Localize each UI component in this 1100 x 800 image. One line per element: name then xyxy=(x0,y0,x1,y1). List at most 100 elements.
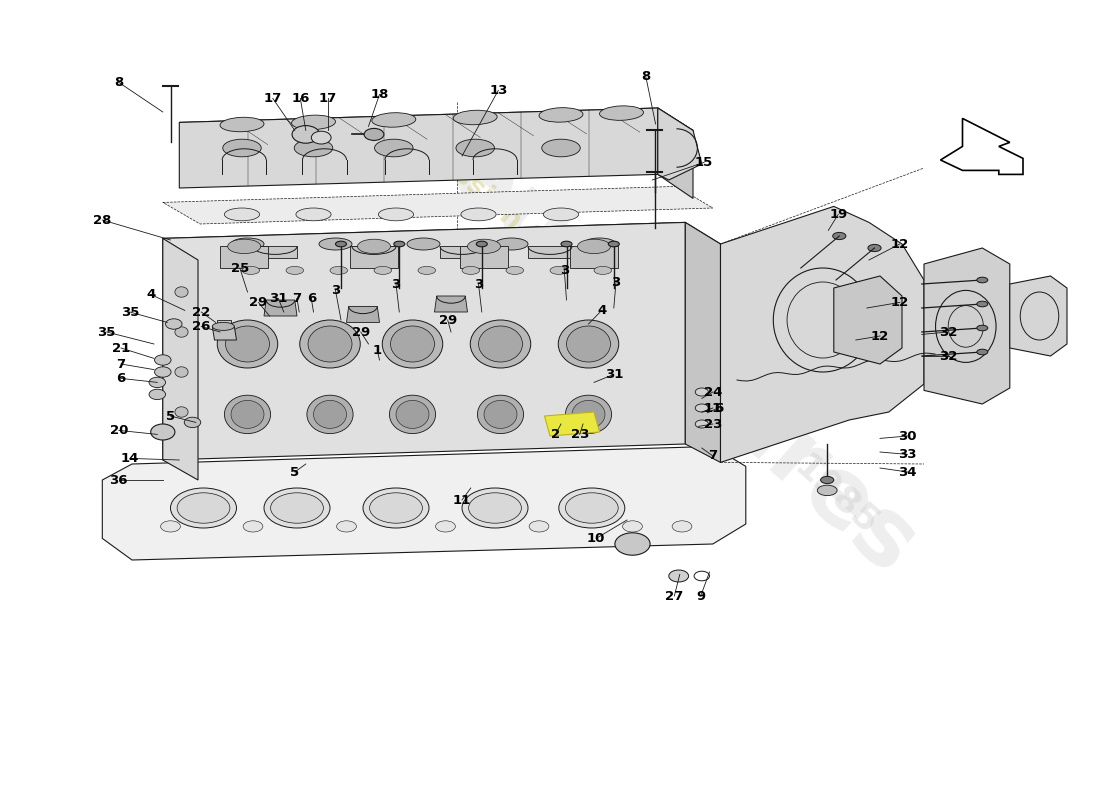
Polygon shape xyxy=(264,300,297,316)
Ellipse shape xyxy=(821,477,834,483)
Ellipse shape xyxy=(311,131,331,144)
Ellipse shape xyxy=(455,139,495,157)
Ellipse shape xyxy=(608,242,619,246)
Ellipse shape xyxy=(374,139,414,157)
Ellipse shape xyxy=(383,320,442,368)
Ellipse shape xyxy=(271,493,323,523)
Polygon shape xyxy=(834,276,902,364)
Polygon shape xyxy=(179,108,693,146)
Ellipse shape xyxy=(218,320,277,368)
Polygon shape xyxy=(528,246,572,258)
Text: 14: 14 xyxy=(121,452,139,465)
Ellipse shape xyxy=(977,349,988,355)
Ellipse shape xyxy=(468,239,500,254)
Text: 12: 12 xyxy=(891,296,909,309)
Text: 20: 20 xyxy=(110,424,128,437)
Ellipse shape xyxy=(154,355,170,365)
Text: 3: 3 xyxy=(392,278,400,290)
Text: 11: 11 xyxy=(704,402,722,414)
Ellipse shape xyxy=(672,521,692,532)
Ellipse shape xyxy=(469,493,521,523)
Text: 8: 8 xyxy=(114,76,123,89)
Text: 32: 32 xyxy=(939,326,957,338)
Text: 1: 1 xyxy=(373,344,382,357)
Text: 23: 23 xyxy=(704,418,722,430)
Text: 10: 10 xyxy=(587,532,605,545)
Ellipse shape xyxy=(623,521,642,532)
Text: 7: 7 xyxy=(708,450,717,462)
Ellipse shape xyxy=(868,245,881,251)
Text: 1985: 1985 xyxy=(788,450,884,542)
Text: 21: 21 xyxy=(112,342,130,354)
Ellipse shape xyxy=(224,395,271,434)
Ellipse shape xyxy=(583,238,616,250)
Ellipse shape xyxy=(565,395,612,434)
Ellipse shape xyxy=(694,571,710,581)
Ellipse shape xyxy=(669,570,689,582)
Ellipse shape xyxy=(374,266,392,274)
Polygon shape xyxy=(253,246,297,258)
Ellipse shape xyxy=(231,238,264,250)
Text: 22: 22 xyxy=(192,306,210,318)
Ellipse shape xyxy=(148,378,165,387)
Polygon shape xyxy=(163,238,198,480)
Text: 13: 13 xyxy=(490,84,507,97)
Ellipse shape xyxy=(476,242,487,246)
Ellipse shape xyxy=(370,493,422,523)
Text: 23: 23 xyxy=(571,428,588,441)
Polygon shape xyxy=(440,246,484,258)
Text: 29: 29 xyxy=(439,314,456,326)
Ellipse shape xyxy=(224,208,260,221)
Text: 26: 26 xyxy=(192,320,210,333)
Ellipse shape xyxy=(477,395,524,434)
Text: 7: 7 xyxy=(117,358,125,370)
Polygon shape xyxy=(346,306,380,322)
Text: 36: 36 xyxy=(110,474,128,486)
Text: 19: 19 xyxy=(829,208,847,221)
Ellipse shape xyxy=(286,266,304,274)
Text: 3: 3 xyxy=(331,284,340,297)
Text: 15: 15 xyxy=(695,156,713,169)
Text: 3: 3 xyxy=(560,264,569,277)
Ellipse shape xyxy=(299,320,361,368)
Ellipse shape xyxy=(166,318,183,330)
Ellipse shape xyxy=(550,266,568,274)
Text: 17: 17 xyxy=(319,92,337,105)
Ellipse shape xyxy=(220,118,264,132)
Text: 29: 29 xyxy=(352,326,370,338)
Polygon shape xyxy=(163,222,685,460)
Polygon shape xyxy=(220,246,268,268)
Ellipse shape xyxy=(977,278,988,282)
Text: 9: 9 xyxy=(696,590,705,602)
Ellipse shape xyxy=(293,126,320,143)
Ellipse shape xyxy=(175,326,188,338)
Ellipse shape xyxy=(222,139,262,157)
Ellipse shape xyxy=(389,395,436,434)
Ellipse shape xyxy=(572,401,605,429)
Polygon shape xyxy=(163,222,720,260)
Ellipse shape xyxy=(161,521,180,532)
Ellipse shape xyxy=(243,521,263,532)
Polygon shape xyxy=(212,326,236,340)
Polygon shape xyxy=(352,246,396,258)
Text: 3: 3 xyxy=(612,276,620,289)
Ellipse shape xyxy=(175,406,188,418)
Text: 32: 32 xyxy=(939,350,957,362)
Ellipse shape xyxy=(175,286,188,298)
Text: 4: 4 xyxy=(597,304,606,317)
Text: 7: 7 xyxy=(293,292,301,305)
Ellipse shape xyxy=(396,401,429,429)
Ellipse shape xyxy=(484,401,517,429)
Ellipse shape xyxy=(495,238,528,250)
Ellipse shape xyxy=(833,232,846,240)
Ellipse shape xyxy=(330,266,348,274)
Ellipse shape xyxy=(436,521,455,532)
Ellipse shape xyxy=(242,266,260,274)
Text: 27: 27 xyxy=(666,590,683,602)
Ellipse shape xyxy=(462,488,528,528)
Text: 34: 34 xyxy=(899,466,916,478)
Polygon shape xyxy=(720,206,924,462)
Ellipse shape xyxy=(363,488,429,528)
Text: 33: 33 xyxy=(899,448,916,461)
Polygon shape xyxy=(102,446,746,560)
